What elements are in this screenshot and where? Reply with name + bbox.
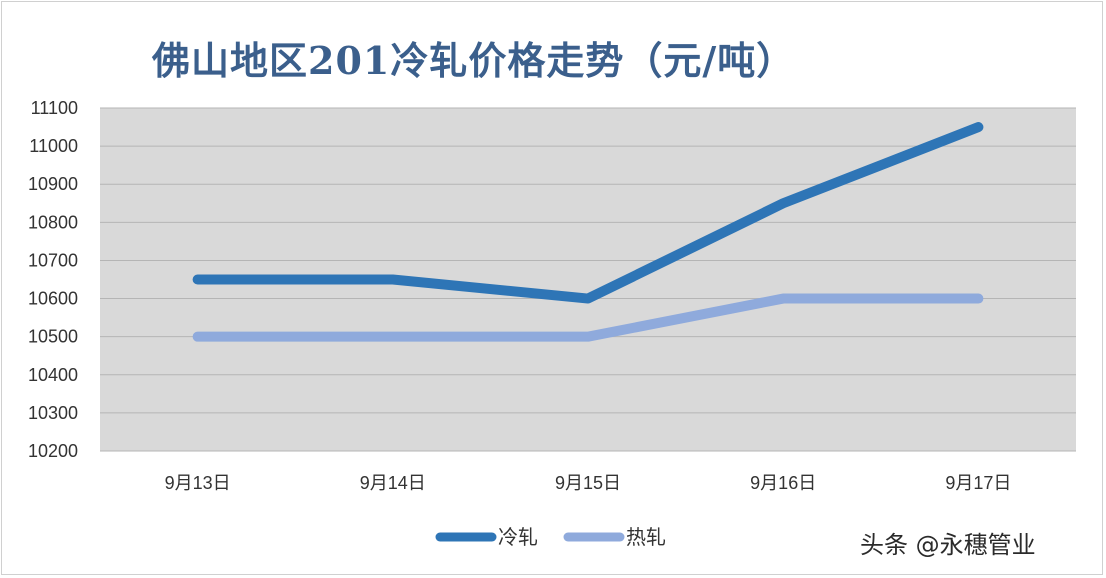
y-tick-label: 11000 — [29, 136, 78, 156]
chart-title: 佛山地区201冷轧价格走势（元/吨） — [152, 38, 796, 83]
legend: 冷轧 热轧 — [435, 525, 666, 549]
x-tick-label: 9月14日 — [360, 473, 426, 493]
legend-label: 热轧 — [626, 525, 666, 549]
y-tick-label: 10800 — [28, 212, 78, 232]
y-tick-label: 10200 — [28, 441, 78, 461]
gridlines — [100, 107, 1076, 452]
y-tick-label: 10600 — [28, 289, 78, 309]
x-tick-label: 9月15日 — [555, 473, 621, 493]
x-tick-label: 9月16日 — [750, 473, 816, 493]
legend-label: 冷轧 — [498, 525, 538, 549]
x-tick-label: 9月13日 — [165, 473, 231, 493]
x-axis-ticks: 9月13日 9月14日 9月15日 9月16日 9月17日 — [165, 473, 1012, 493]
y-tick-label: 11100 — [31, 98, 78, 118]
y-tick-label: 10400 — [28, 365, 78, 385]
y-tick-label: 10500 — [28, 327, 78, 347]
y-tick-label: 10300 — [28, 403, 78, 423]
x-tick-label: 9月17日 — [945, 473, 1011, 493]
y-tick-label: 10900 — [28, 174, 78, 194]
y-axis-ticks: 10200 10300 10400 10500 10600 10700 10800 10900… — [28, 98, 78, 461]
watermark: 头条 @永穗管业 — [860, 531, 1036, 559]
series-lines — [192, 122, 984, 342]
y-tick-label: 10700 — [28, 250, 78, 270]
